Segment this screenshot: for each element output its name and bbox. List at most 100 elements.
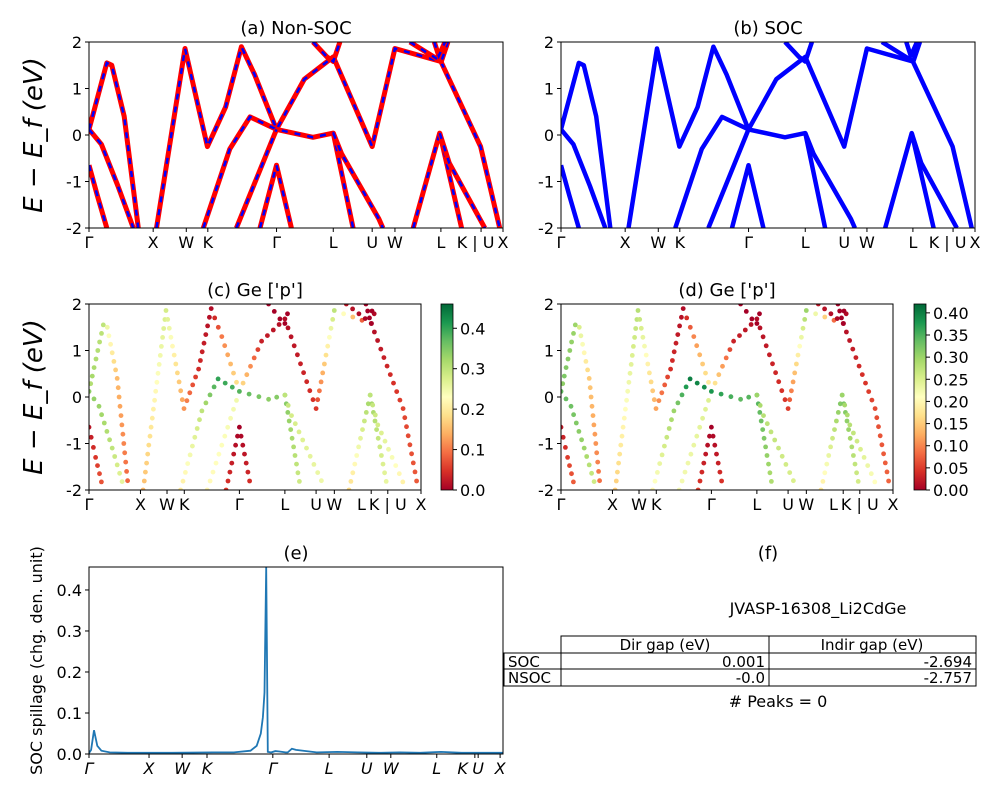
row-label: NSOC xyxy=(508,669,551,687)
projection-point xyxy=(397,397,403,403)
projection-point xyxy=(754,392,760,398)
projection-point xyxy=(179,397,185,403)
projection-point xyxy=(563,365,569,370)
projection-point xyxy=(296,429,302,435)
projection-point xyxy=(282,316,288,322)
projection-point xyxy=(718,391,724,397)
projection-point xyxy=(231,370,236,376)
panel-title: (b) SOC xyxy=(733,18,802,39)
projection-point xyxy=(666,426,672,431)
projection-point xyxy=(97,471,102,477)
projection-point xyxy=(640,334,646,340)
x-tick-label: X xyxy=(498,233,509,252)
projection-point xyxy=(365,401,371,407)
projection-point xyxy=(119,422,125,428)
projection-point xyxy=(298,361,303,367)
projection-point xyxy=(125,478,130,484)
projection-point xyxy=(854,470,859,476)
projection-point xyxy=(868,471,874,477)
projection-point xyxy=(668,366,673,372)
projection-point xyxy=(146,442,152,448)
projection-point xyxy=(727,347,733,352)
projection-point xyxy=(225,424,231,430)
projection-point xyxy=(671,349,677,355)
projection-point xyxy=(851,453,856,458)
projection-point xyxy=(212,315,218,321)
projection-point xyxy=(591,479,597,484)
x-tick-label: K xyxy=(675,233,686,252)
projection-point xyxy=(820,479,826,484)
projection-point xyxy=(697,424,703,430)
colorbar-tick-label: 0.4 xyxy=(460,319,485,338)
projection-point xyxy=(839,315,844,321)
projection-point xyxy=(675,400,681,406)
projection-point xyxy=(297,479,302,484)
y-tick-label: 0.4 xyxy=(57,581,82,600)
projection-point xyxy=(238,433,244,439)
x-tick-label: L xyxy=(280,495,289,514)
projection-point xyxy=(363,410,369,415)
projection-point xyxy=(758,418,764,424)
projection-point xyxy=(760,427,766,432)
projection-point xyxy=(737,333,742,338)
projection-point xyxy=(841,321,846,326)
y-tick-label: 0.1 xyxy=(57,704,82,723)
x-tick-label: W xyxy=(798,495,814,514)
projection-point xyxy=(884,469,890,475)
projection-point xyxy=(393,463,399,468)
projection-point xyxy=(196,366,202,372)
projection-point xyxy=(148,424,154,430)
projection-point xyxy=(100,322,106,328)
projection-point xyxy=(719,478,724,484)
projection-point xyxy=(414,478,419,484)
x-tick-label: W xyxy=(174,759,191,778)
y-tick-label: 0 xyxy=(72,388,82,407)
projection-point xyxy=(846,427,851,432)
projection-point xyxy=(231,451,237,457)
band-line xyxy=(729,162,766,228)
projection-point xyxy=(835,304,841,307)
projection-point xyxy=(628,362,634,367)
projection-point xyxy=(246,391,252,397)
projection-point xyxy=(375,435,381,441)
projection-point xyxy=(323,352,329,358)
projection-point xyxy=(181,406,187,411)
projection-point xyxy=(844,412,850,418)
projection-point xyxy=(211,384,217,390)
projection-point xyxy=(569,471,574,477)
projection-point xyxy=(596,469,601,474)
x-tick-label: X xyxy=(620,233,631,252)
projection-point xyxy=(679,478,685,484)
projection-point xyxy=(651,397,657,403)
projection-point xyxy=(791,478,796,484)
projection-point xyxy=(688,451,694,457)
projection-point xyxy=(723,355,729,361)
y-tick-label: -2 xyxy=(66,481,82,500)
x-tick-label: U xyxy=(366,233,378,252)
projection-point xyxy=(93,455,98,460)
projection-point xyxy=(707,433,712,439)
projection-point xyxy=(389,455,395,460)
x-tick-label: Γ xyxy=(235,495,244,514)
projection-point xyxy=(170,343,175,349)
projection-point xyxy=(795,352,801,358)
y-tick-label: 0 xyxy=(544,126,554,145)
projection-point xyxy=(594,450,600,456)
projection-point xyxy=(295,470,301,476)
projection-point xyxy=(96,403,102,409)
projection-point xyxy=(114,376,120,381)
projection-point xyxy=(122,450,128,456)
projection-point xyxy=(379,430,384,436)
x-tick-label: W xyxy=(159,495,175,514)
projection-point xyxy=(270,327,276,333)
projection-point xyxy=(742,327,748,333)
projection-point xyxy=(123,459,129,465)
projection-point xyxy=(237,424,242,430)
projection-point xyxy=(695,487,701,490)
projection-point xyxy=(847,422,853,428)
projection-point xyxy=(178,388,184,394)
projection-point xyxy=(768,429,774,435)
projection-point xyxy=(193,374,199,380)
